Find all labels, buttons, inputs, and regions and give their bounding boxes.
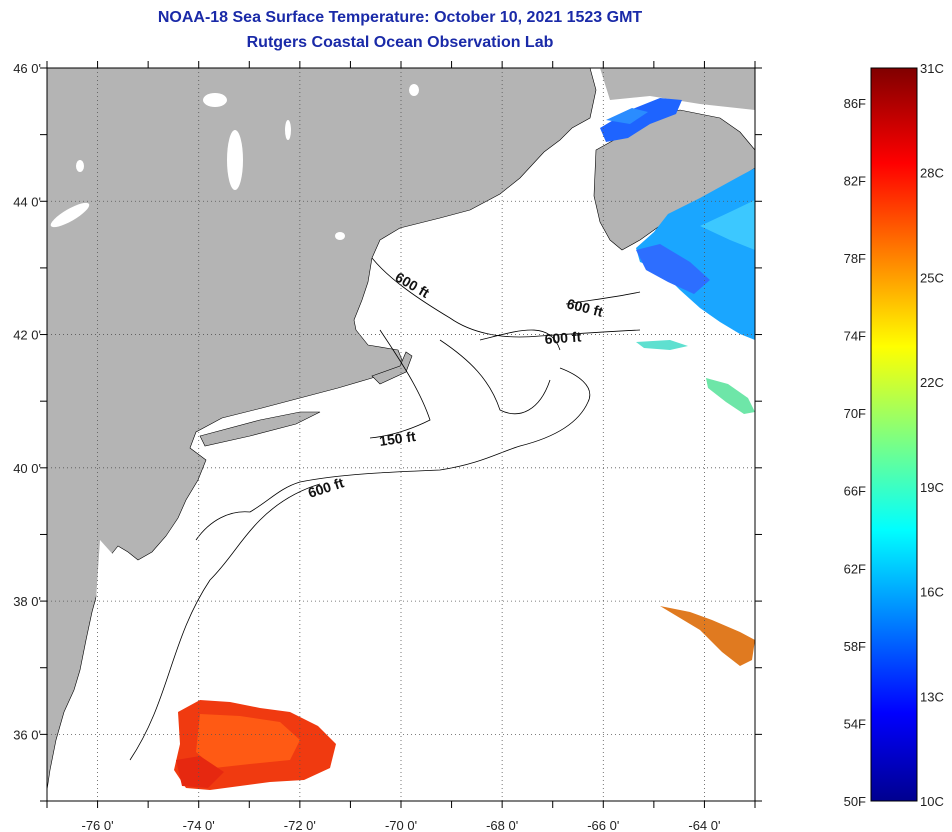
lat-tick-label: 46 0' [13, 61, 41, 76]
lon-tick-label: -64 0' [688, 818, 720, 832]
colorbar-celsius-label: 16C [920, 585, 944, 600]
sst-gulf-st-lawrence [600, 98, 682, 142]
long-island [199, 411, 321, 447]
lon-tick-label: -68 0' [486, 818, 518, 832]
lon-tick-label: -72 0' [284, 818, 316, 832]
colorbar-fahrenheit-label: 78F [844, 251, 866, 266]
colorbar-fahrenheit-label: 66F [844, 484, 866, 499]
lon-tick-label: -74 0' [183, 818, 215, 832]
colorbar-fahrenheit-label: 58F [844, 639, 866, 654]
map-subtitle: Rutgers Coastal Ocean Observation Lab [246, 34, 554, 51]
colorbar-fahrenheit-label: 70F [844, 406, 866, 421]
colorbar-celsius-label: 25C [920, 270, 944, 285]
depth-label: 600 ft [544, 328, 582, 347]
colorbar-labels: 31C 28C 25C 22C 19C 16C 13C 10C 86F 82F 78F 74F 70F 6… [844, 61, 944, 809]
colorbar-celsius-label: 13C [920, 689, 944, 704]
lat-tick-label: 36 0' [13, 727, 41, 742]
bathymetry-contours [129, 257, 641, 761]
sst-gulf-stream-edge [176, 756, 224, 788]
colorbar-celsius-label: 19C [920, 480, 944, 495]
map-title: NOAA-18 Sea Surface Temperature: October… [157, 9, 643, 26]
landmass-north-america [47, 68, 597, 791]
lat-tick-label: 42 0' [13, 328, 41, 343]
colorbar-fahrenheit-label: 62F [844, 561, 866, 576]
sst-scotian-shelf [636, 168, 755, 340]
axis-ticks: -76 0' -74 0' -72 0' -70 0' -68 0' -66 0' -64 … [13, 61, 762, 832]
sst-streak-3 [660, 606, 755, 666]
colorbar-fahrenheit-label: 50F [844, 794, 866, 809]
lat-tick-label: 38 0' [13, 594, 41, 609]
depth-label: 150 ft [378, 428, 417, 449]
colorbar [870, 67, 918, 802]
sst-streak-2 [706, 378, 755, 414]
sst-gulf-stream-core [196, 714, 300, 768]
colorbar-fahrenheit-label: 86F [844, 96, 866, 111]
lat-tick-label: 40 0' [13, 461, 41, 476]
sst-streak-1 [636, 340, 688, 350]
colorbar-celsius-label: 28C [920, 166, 944, 181]
inland-lakes [50, 84, 419, 240]
colorbar-celsius-label: 31C [920, 61, 944, 76]
colorbar-fahrenheit-label: 82F [844, 173, 866, 188]
lon-tick-label: -70 0' [385, 818, 417, 832]
colorbar-celsius-label: 10C [920, 794, 944, 809]
lon-tick-label: -76 0' [82, 818, 114, 832]
lat-tick-label: 44 0' [13, 194, 41, 209]
landmass-quebec [600, 68, 755, 110]
cape-cod [371, 351, 413, 385]
colorbar-fahrenheit-label: 74F [844, 329, 866, 344]
lon-tick-label: -66 0' [587, 818, 619, 832]
colorbar-fahrenheit-label: 54F [844, 716, 866, 731]
colorbar-celsius-label: 22C [920, 375, 944, 390]
chesapeake-bay [92, 540, 118, 690]
